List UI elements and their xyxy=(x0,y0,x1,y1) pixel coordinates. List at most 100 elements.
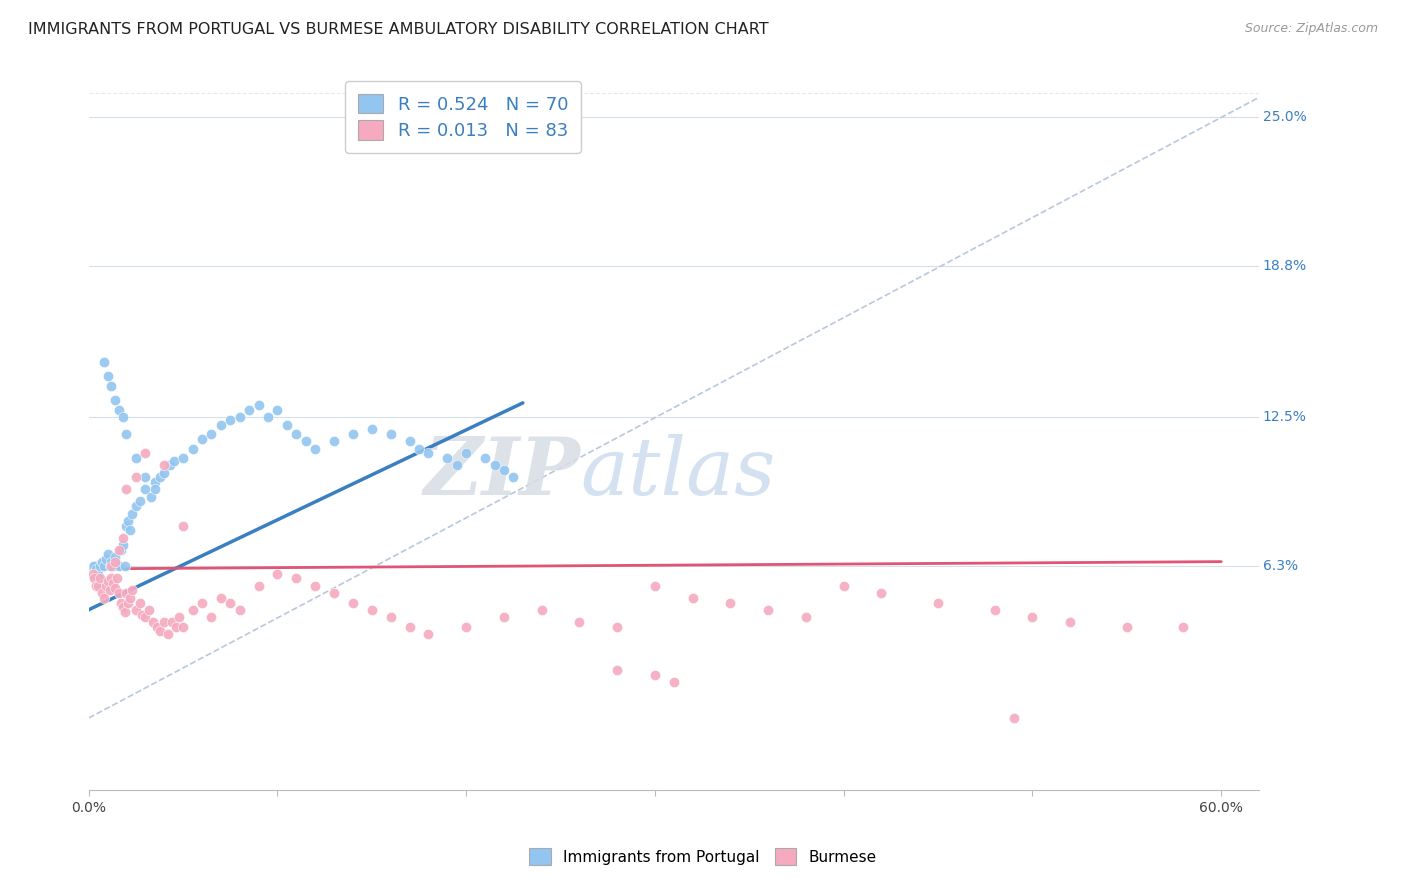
Point xyxy=(418,627,440,641)
Point xyxy=(100,555,122,569)
Point xyxy=(128,494,150,508)
Point xyxy=(134,483,156,497)
Point xyxy=(145,619,167,633)
Point xyxy=(117,595,139,609)
Point xyxy=(82,559,104,574)
Point xyxy=(125,470,148,484)
Point xyxy=(209,417,232,432)
Point xyxy=(492,463,515,477)
Point xyxy=(446,458,468,473)
Point xyxy=(142,615,165,629)
Point xyxy=(100,572,122,586)
Point xyxy=(229,410,252,425)
Point xyxy=(159,458,181,473)
Legend: Immigrants from Portugal, Burmese: Immigrants from Portugal, Burmese xyxy=(523,842,883,871)
Point xyxy=(304,579,326,593)
Point xyxy=(134,446,156,460)
Point xyxy=(1021,610,1043,624)
Point xyxy=(108,403,131,417)
Point xyxy=(138,603,160,617)
Point xyxy=(103,576,125,591)
Point xyxy=(104,555,127,569)
Point xyxy=(104,581,127,595)
Point xyxy=(125,603,148,617)
Point xyxy=(568,615,591,629)
Point xyxy=(139,490,162,504)
Point xyxy=(342,427,364,442)
Point xyxy=(484,458,506,473)
Point xyxy=(117,514,139,528)
Point xyxy=(172,451,194,466)
Point xyxy=(120,591,142,605)
Point xyxy=(114,605,136,619)
Point xyxy=(115,483,138,497)
Point xyxy=(238,403,260,417)
Point xyxy=(209,591,232,605)
Point xyxy=(1115,619,1137,633)
Point xyxy=(91,555,114,569)
Point xyxy=(342,595,364,609)
Point xyxy=(83,572,105,586)
Point xyxy=(153,615,176,629)
Text: 25.0%: 25.0% xyxy=(1263,110,1306,124)
Point xyxy=(134,610,156,624)
Point xyxy=(276,417,298,432)
Point xyxy=(172,619,194,633)
Point xyxy=(105,572,128,586)
Point xyxy=(720,595,742,609)
Point xyxy=(156,627,179,641)
Point xyxy=(169,610,191,624)
Point xyxy=(219,595,242,609)
Point xyxy=(682,591,704,605)
Point xyxy=(492,610,515,624)
Point xyxy=(108,542,131,557)
Point xyxy=(285,427,308,442)
Point xyxy=(662,674,685,689)
Point xyxy=(165,619,187,633)
Point xyxy=(398,619,420,633)
Point xyxy=(606,663,628,677)
Point xyxy=(111,410,134,425)
Point xyxy=(360,603,382,617)
Point xyxy=(1059,615,1081,629)
Point xyxy=(172,518,194,533)
Text: ZIP: ZIP xyxy=(423,434,581,511)
Point xyxy=(285,572,308,586)
Point xyxy=(111,531,134,545)
Text: atlas: atlas xyxy=(581,434,776,511)
Point xyxy=(131,607,153,622)
Point xyxy=(97,548,120,562)
Point xyxy=(100,379,122,393)
Point xyxy=(418,446,440,460)
Point xyxy=(257,410,280,425)
Point xyxy=(84,562,107,576)
Point xyxy=(191,432,214,446)
Point xyxy=(149,624,172,639)
Point xyxy=(103,559,125,574)
Point xyxy=(360,422,382,436)
Point xyxy=(143,483,166,497)
Point xyxy=(870,586,893,600)
Point xyxy=(108,586,131,600)
Point xyxy=(104,393,127,408)
Text: 12.5%: 12.5% xyxy=(1263,410,1306,425)
Point xyxy=(266,403,288,417)
Point xyxy=(110,595,132,609)
Point xyxy=(191,595,214,609)
Point xyxy=(121,583,143,598)
Point xyxy=(125,500,148,514)
Point xyxy=(247,398,270,412)
Point xyxy=(200,427,222,442)
Text: 18.8%: 18.8% xyxy=(1263,259,1308,273)
Point xyxy=(82,566,104,581)
Point xyxy=(1173,619,1195,633)
Point xyxy=(606,619,628,633)
Point xyxy=(1002,711,1025,725)
Point xyxy=(756,603,779,617)
Point xyxy=(83,559,105,574)
Point xyxy=(200,610,222,624)
Point xyxy=(114,559,136,574)
Point xyxy=(380,610,402,624)
Point xyxy=(93,355,115,369)
Point xyxy=(163,453,186,467)
